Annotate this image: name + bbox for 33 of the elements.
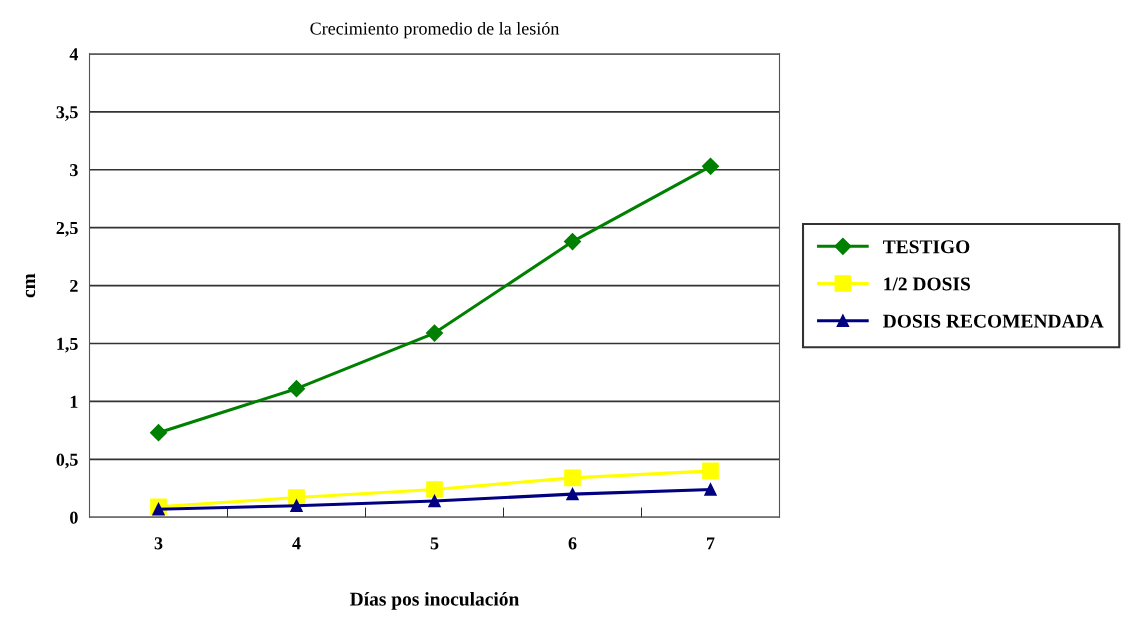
point xyxy=(426,481,443,498)
point xyxy=(566,487,579,501)
x-tick-label: 7 xyxy=(707,537,715,550)
y-tick-label: 4 xyxy=(69,48,79,61)
x-tick-label: 4 xyxy=(292,537,301,550)
point xyxy=(287,380,306,398)
y-axis-title: cm xyxy=(25,273,36,298)
y-tick-label: 1,5 xyxy=(57,337,78,353)
point xyxy=(149,424,168,442)
legend-label: DOSIS RECOMENDADA xyxy=(883,314,1104,328)
y-tick-label: 0 xyxy=(70,511,78,524)
x-tick-label: 6 xyxy=(568,537,577,550)
legend-label: TESTIGO xyxy=(883,240,970,254)
x-tick-label: 3 xyxy=(154,537,163,550)
chart-title: Crecimiento promedio de la lesión xyxy=(310,21,560,39)
y-tick-label: 3 xyxy=(70,164,78,177)
point xyxy=(563,233,582,251)
y-tick-label: 3,5 xyxy=(56,106,78,121)
point xyxy=(152,502,165,516)
x-tick-label: 5 xyxy=(430,537,439,550)
y-tick-label: 1 xyxy=(70,395,78,408)
point xyxy=(702,462,719,480)
point xyxy=(704,483,717,496)
point xyxy=(564,469,581,487)
point xyxy=(290,499,303,512)
point xyxy=(701,157,720,175)
y-tick-label: 2,5 xyxy=(56,221,78,237)
legend-label: 1/2 DOSIS xyxy=(884,277,970,291)
point xyxy=(428,494,441,508)
point xyxy=(425,324,444,342)
y-tick-label: 0,5 xyxy=(56,453,78,469)
y-tick-label: 2 xyxy=(70,279,78,292)
x-axis-title: Días pos inoculación xyxy=(350,591,520,610)
